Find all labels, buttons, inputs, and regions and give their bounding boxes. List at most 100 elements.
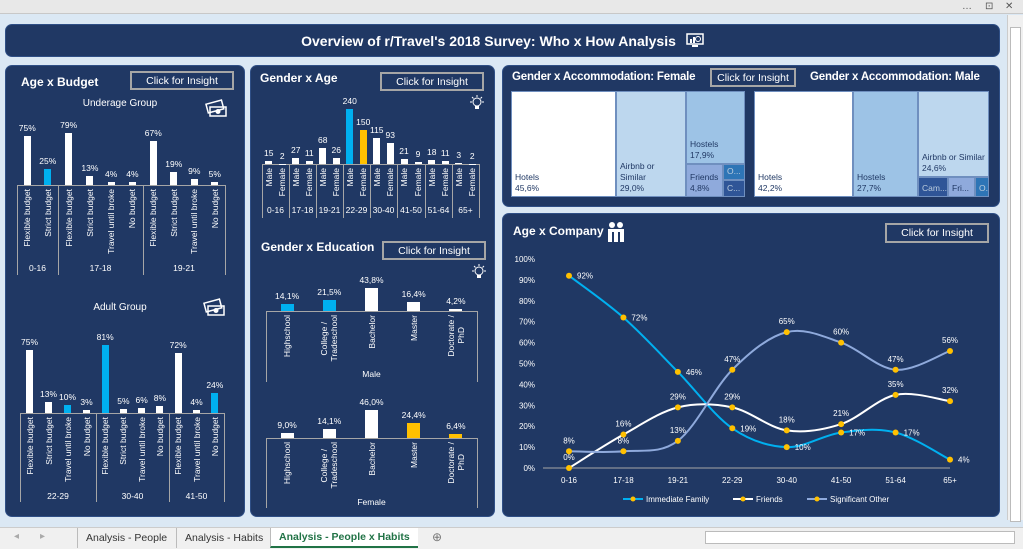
treemap-value: 27,7% <box>857 183 882 193</box>
data-label: 4% <box>958 456 970 465</box>
group-divider <box>477 311 478 382</box>
data-label: 9,0% <box>277 419 297 430</box>
data-label: 72% <box>631 314 647 323</box>
tab-scroll-left-icon[interactable]: ◂ <box>14 531 20 542</box>
category-label: Male <box>399 168 409 187</box>
data-point <box>892 429 899 436</box>
data-label: 67% <box>144 127 162 138</box>
treemap-label: C... <box>727 183 741 193</box>
monitor-chart-icon <box>686 33 704 47</box>
group-label: 51-64 <box>427 205 450 215</box>
treemap-cell: Fri... <box>948 177 975 197</box>
data-label: 19% <box>165 159 183 170</box>
accommodation-insight-button[interactable]: Click for Insight <box>710 68 796 87</box>
category-label: Flexible budget <box>148 189 159 247</box>
data-point <box>947 398 954 405</box>
data-point <box>674 437 681 444</box>
group-label: 41-50 <box>185 491 208 501</box>
gender-education-insight-button[interactable]: Click for Insight <box>382 241 486 260</box>
bar <box>149 140 157 185</box>
data-label: 14,1% <box>275 290 300 301</box>
data-label: 4% <box>126 169 139 180</box>
data-label: 11 <box>304 148 314 159</box>
category-label: Doctorate / PhD <box>445 442 466 484</box>
data-label: 24% <box>206 379 224 390</box>
lightbulb-icon <box>470 95 484 109</box>
data-label: 16% <box>615 420 631 429</box>
bar <box>64 404 71 413</box>
y-tick-label: 40% <box>519 380 535 389</box>
tab-analysis-habits[interactable]: Analysis - Habits <box>176 528 271 548</box>
category-label: Bachelor <box>366 315 377 349</box>
treemap-value: 24,6% <box>922 163 947 173</box>
gender-age-insight-button[interactable]: Click for Insight <box>380 72 484 91</box>
treemap-cell: Airbnb or Similar 29,0% <box>616 91 686 197</box>
add-sheet-icon[interactable]: ⊕ <box>432 530 443 544</box>
group-label: 30-40 <box>121 491 144 501</box>
data-label: 47% <box>724 355 740 364</box>
group-divider <box>397 164 398 218</box>
bar <box>365 288 378 311</box>
close-icon[interactable]: ✕ <box>1005 1 1014 12</box>
tab-analysis-people[interactable]: Analysis - People <box>77 528 175 548</box>
bar <box>193 409 200 413</box>
category-label: Male <box>453 168 464 187</box>
data-label: 25% <box>39 155 57 166</box>
data-label: 43,8% <box>359 275 384 285</box>
vertical-scrollbar[interactable] <box>1007 15 1023 522</box>
bar <box>156 406 164 413</box>
tab-analysis-people-x-habits[interactable]: Analysis - People x Habits <box>270 528 418 548</box>
treemap-label: Fri... <box>952 183 969 193</box>
treemap-label: Cam... <box>922 183 948 193</box>
treemap-label: Friends <box>690 172 719 182</box>
age-company-insight-button[interactable]: Click for Insight <box>885 223 989 243</box>
category-label: Male <box>426 168 437 187</box>
category-label: Highschool <box>282 442 293 485</box>
bar <box>265 160 273 164</box>
treemap-cell: Hotels 42,2% <box>754 91 853 197</box>
group-divider <box>262 164 263 218</box>
category-label: No budget <box>127 189 138 229</box>
category-label: No budget <box>209 189 220 229</box>
data-label: 13% <box>670 426 686 435</box>
horizontal-scrollbar[interactable] <box>705 531 1015 544</box>
group-divider <box>370 164 371 218</box>
category-label: Travel until broke <box>136 417 147 482</box>
data-label: 3 <box>456 150 462 161</box>
x-tick-label: 0-16 <box>561 476 578 485</box>
data-label: 17% <box>849 428 865 437</box>
category-label: Master <box>408 315 419 341</box>
data-label: 21,5% <box>317 286 342 297</box>
x-tick-label: 41-50 <box>831 476 852 485</box>
category-label: Female <box>413 168 423 197</box>
more-icon[interactable]: … <box>962 1 972 12</box>
treemap-cell: Hostels 17,9% <box>686 91 745 164</box>
treemap-label: Airbnb or Similar <box>922 152 985 162</box>
age-company-line-chart: 0% 10% 20% 30% 40% 50% 60% 70% 80% 90% 100% 0-16 17-… <box>515 255 970 504</box>
group-label: 19-21 <box>173 263 195 273</box>
x-tick-label: 65+ <box>943 476 957 485</box>
data-label: 6% <box>135 394 148 405</box>
data-label: 115 <box>369 124 384 135</box>
data-label: 47% <box>888 355 904 364</box>
scrollbar-thumb[interactable] <box>1010 27 1021 522</box>
treemap-cell: Hotels 45,6% <box>511 91 616 197</box>
tab-scroll-right-icon[interactable]: ▸ <box>40 531 46 542</box>
data-label: 4% <box>104 169 118 180</box>
data-label: 92% <box>577 272 593 281</box>
bar <box>211 392 219 413</box>
category-label: Travel until broke <box>189 189 200 254</box>
money-icon <box>203 298 225 316</box>
y-tick-label: 20% <box>519 422 535 431</box>
bar <box>322 429 336 438</box>
treemap-cell: Friends 4,8% <box>686 164 723 197</box>
x-tick-label: 17-18 <box>613 476 634 485</box>
restore-icon[interactable]: ⊡ <box>985 1 994 12</box>
y-tick-label: 30% <box>519 401 535 410</box>
data-point <box>838 339 845 346</box>
x-tick-label: 30-40 <box>776 476 797 485</box>
category-label: Flexible budget <box>173 417 184 475</box>
bar <box>319 148 327 164</box>
y-tick-label: 90% <box>519 276 535 285</box>
age-budget-insight-button[interactable]: Click for Insight <box>130 71 234 90</box>
